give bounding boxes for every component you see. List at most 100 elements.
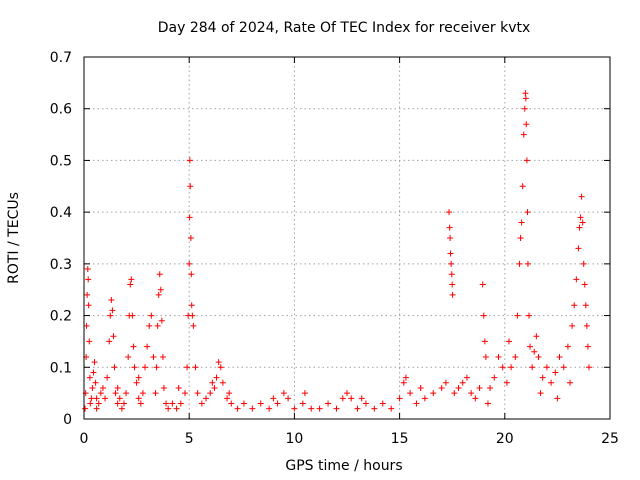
data-point [110, 333, 117, 340]
y-tick-label: 0.7 [50, 50, 72, 66]
y-tick-label: 0 [63, 412, 72, 428]
data-point [531, 348, 538, 355]
data-point [150, 353, 157, 360]
data-point [537, 390, 544, 397]
data-point [106, 338, 113, 345]
data-point [580, 260, 587, 267]
data-point [213, 374, 220, 381]
data-point [499, 364, 506, 371]
data-point [362, 400, 369, 407]
data-point [280, 390, 287, 397]
data-point [407, 390, 414, 397]
data-point [84, 291, 91, 298]
data-point [131, 364, 138, 371]
data-point [114, 384, 121, 391]
data-point [169, 400, 176, 407]
data-point [417, 384, 424, 391]
data-point [188, 271, 195, 278]
data-point [85, 276, 92, 283]
data-point [442, 379, 449, 386]
data-point [402, 374, 409, 381]
data-point [567, 379, 574, 386]
data-point [266, 405, 273, 412]
y-tick-label: 0.3 [50, 257, 72, 273]
data-point [234, 405, 241, 412]
data-point [348, 395, 355, 402]
data-point [524, 209, 531, 216]
y-tick-label: 0.2 [50, 309, 72, 325]
data-point [95, 400, 102, 407]
data-point [240, 400, 247, 407]
data-point [484, 400, 491, 407]
data-point [146, 322, 153, 329]
data-point [86, 374, 93, 381]
data-point [90, 369, 97, 376]
data-point [148, 312, 155, 319]
data-point [506, 338, 513, 345]
data-point [93, 395, 100, 402]
data-point [209, 379, 216, 386]
data-point [543, 364, 550, 371]
data-point [522, 90, 529, 97]
data-point [447, 250, 454, 257]
data-point [84, 266, 91, 273]
data-point [358, 395, 365, 402]
data-point [379, 400, 386, 407]
data-point [125, 353, 132, 360]
data-point [139, 390, 146, 397]
data-point [188, 302, 195, 309]
data-point [468, 390, 475, 397]
data-point [451, 390, 458, 397]
data-point [344, 390, 350, 397]
data-point [184, 364, 191, 371]
data-point [463, 374, 470, 381]
x-tick-label: 5 [185, 431, 194, 447]
data-point [187, 183, 194, 190]
data-point [448, 260, 455, 267]
data-point [455, 384, 462, 391]
data-point [249, 405, 256, 412]
data-point [339, 395, 346, 402]
data-point [114, 400, 121, 407]
data-point [522, 95, 529, 102]
data-point [107, 312, 114, 319]
y-tick-label: 0.4 [50, 205, 72, 221]
chart-title: Day 284 of 2024, Rate Of TEC Index for r… [158, 20, 531, 36]
data-point [579, 219, 586, 226]
data-point [120, 400, 127, 407]
data-point [228, 400, 235, 407]
data-point [539, 374, 546, 381]
data-point [157, 286, 164, 293]
data-point [130, 343, 137, 350]
data-point [487, 384, 494, 391]
data-point [159, 353, 166, 360]
data-point [129, 312, 136, 319]
data-point [203, 395, 210, 402]
data-point [301, 390, 308, 397]
data-point [108, 297, 115, 304]
data-point [503, 379, 510, 386]
data-point [97, 390, 104, 397]
data-point [524, 260, 531, 267]
data-point [154, 322, 161, 329]
data-point [535, 353, 542, 360]
data-point [192, 364, 199, 371]
data-point [482, 353, 489, 360]
y-tick-label: 0.1 [50, 360, 72, 376]
data-point [152, 390, 159, 397]
data-point [89, 384, 96, 391]
data-point [82, 405, 89, 412]
data-point [479, 281, 486, 288]
data-point [226, 390, 233, 397]
data-point [518, 219, 525, 226]
data-point [316, 405, 323, 412]
data-point [519, 183, 526, 190]
data-point [109, 307, 116, 314]
data-point [274, 400, 281, 407]
data-point [371, 405, 378, 412]
data-point [447, 235, 454, 241]
data-point [186, 214, 193, 221]
data-point [207, 390, 214, 397]
data-point [516, 260, 523, 267]
data-point [215, 359, 222, 366]
